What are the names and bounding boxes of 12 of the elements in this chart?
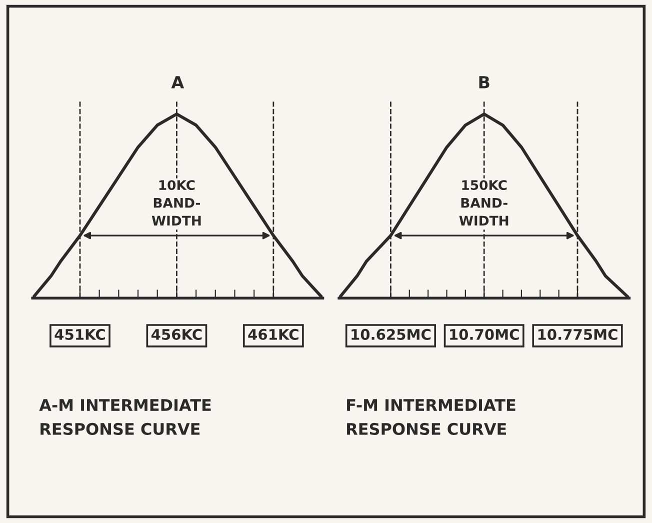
- x-tick-label: 10.70MC: [450, 328, 519, 340]
- chart-title: A: [171, 76, 184, 88]
- chart-title: B: [479, 76, 490, 88]
- x-tick-label: 451KC: [54, 328, 105, 340]
- text: F-M INTERMEDIATE RESPONSE CURVE: [347, 399, 516, 436]
- annotation: 150KC BAND- WIDTH: [459, 180, 508, 226]
- x-tick-label: 10.775MC: [538, 328, 618, 340]
- text: A-M INTERMEDIATE RESPONSE CURVE: [39, 399, 211, 436]
- x-tick-label: 10.625MC: [352, 328, 431, 340]
- x-tick-label: 461KC: [248, 328, 298, 340]
- annotation: 10KC BAND- WIDTH: [152, 180, 201, 226]
- x-tick-label: 456KC: [151, 328, 202, 340]
